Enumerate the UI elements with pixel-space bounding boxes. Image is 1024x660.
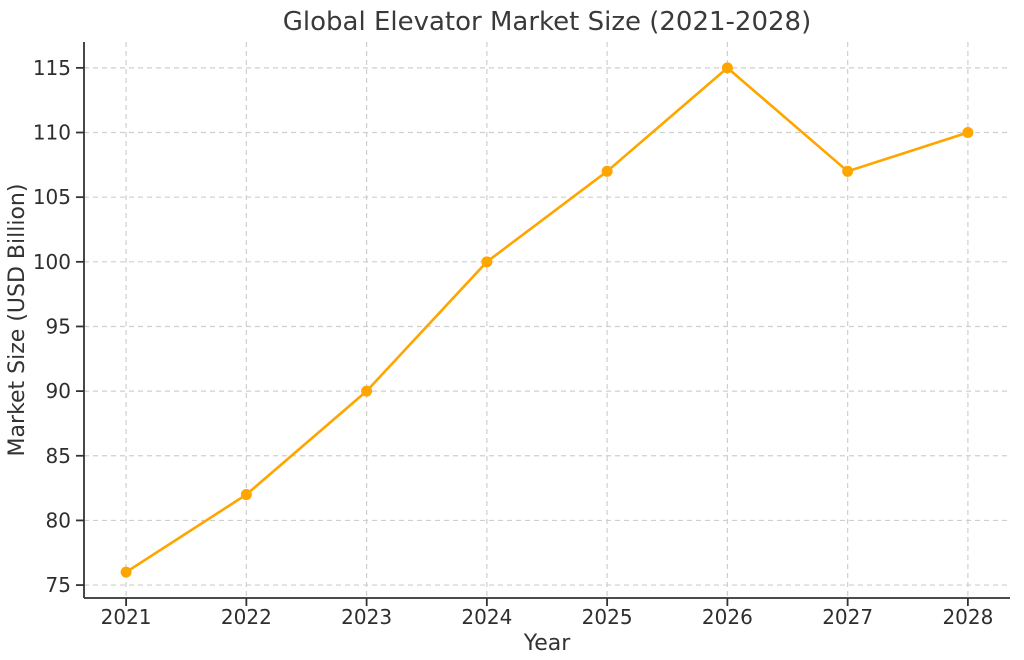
data-point <box>601 165 613 177</box>
y-tick-label: 90 <box>46 379 71 403</box>
data-point <box>120 566 132 578</box>
y-tick-label: 80 <box>46 508 71 532</box>
x-tick-label: 2026 <box>702 605 753 629</box>
axes-layer: 75 80 85 90 95 100 105 110 115 2021 2022 2023 2024 20… <box>33 42 1010 629</box>
x-axis-label: Year <box>523 631 572 656</box>
y-tick-label: 110 <box>33 121 71 145</box>
x-tick-label: 2025 <box>582 605 633 629</box>
y-axis-label: Market Size (USD Billion) <box>5 184 30 457</box>
y-tick-label: 95 <box>46 314 71 338</box>
y-tick-label: 105 <box>33 185 71 209</box>
y-tick-label: 75 <box>46 573 71 597</box>
y-tick-label: 85 <box>46 444 71 468</box>
y-tick-label: 115 <box>33 56 71 80</box>
data-point <box>361 385 373 397</box>
y-tick-label: 100 <box>33 250 71 274</box>
x-tick-label: 2028 <box>942 605 993 629</box>
series-line <box>124 66 970 574</box>
x-tick-label: 2027 <box>822 605 873 629</box>
grid-layer <box>84 42 1010 598</box>
data-point <box>842 165 854 177</box>
x-tick-label: 2021 <box>101 605 152 629</box>
data-point <box>240 489 252 501</box>
series-layer <box>120 62 974 578</box>
data-point <box>721 62 733 74</box>
chart-title: Global Elevator Market Size (2021-2028) <box>283 7 812 37</box>
x-tick-label: 2024 <box>461 605 512 629</box>
x-tick-label: 2022 <box>221 605 272 629</box>
x-tick-label: 2023 <box>341 605 392 629</box>
data-point <box>962 127 974 139</box>
data-point <box>481 256 493 268</box>
